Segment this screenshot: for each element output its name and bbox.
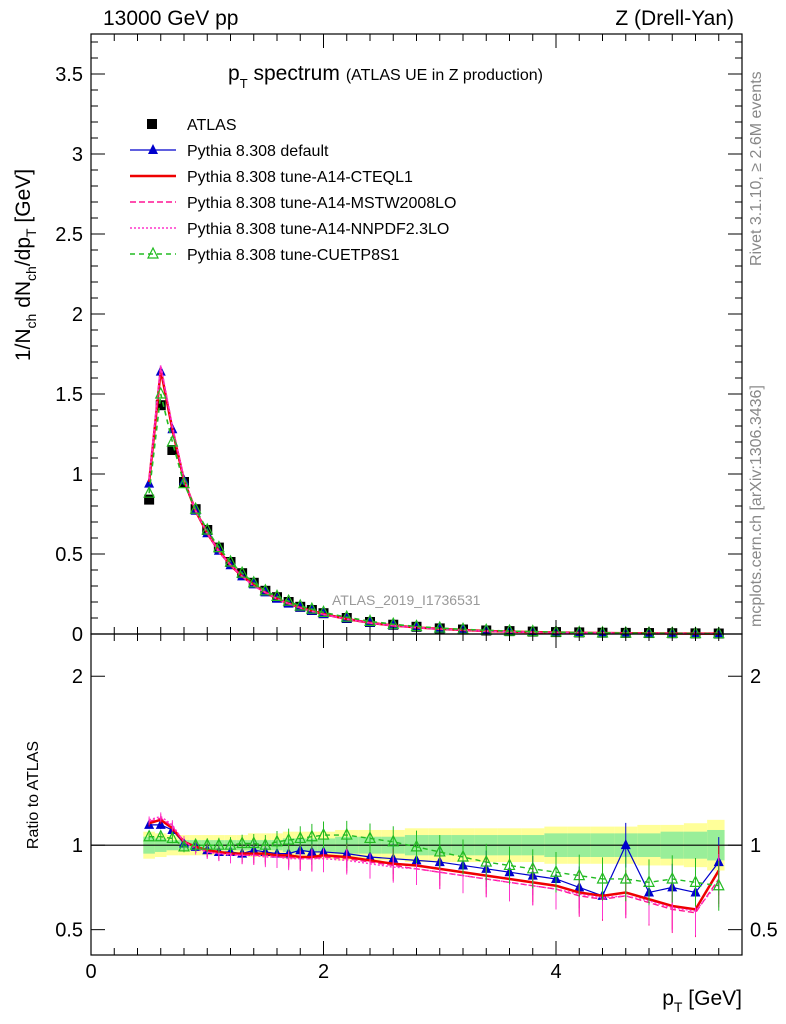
ratio-point [620, 839, 631, 850]
legend-marker [147, 119, 157, 129]
ratio-y-tick-label-right: 1 [750, 835, 761, 857]
data-point [167, 445, 178, 455]
ratio-panel: 0.5 0.5 1 1 2 2 Ratio to ATLAS 0 2 4 pT [GeV] [25, 34, 778, 1015]
ratio-y-axis-label: Ratio to ATLAS [25, 741, 42, 849]
y-tick-label: 1.5 [55, 384, 83, 406]
data-point [340, 609, 353, 622]
ratio-y-tick-label: 2 [72, 666, 83, 688]
ratio-point [596, 871, 609, 884]
ratio-point [643, 875, 655, 887]
y-tick-label: 0 [72, 624, 83, 646]
legend-marker [147, 246, 159, 259]
series-line [148, 365, 719, 635]
ratio-point [340, 827, 353, 840]
ratio-point [526, 861, 539, 874]
data-point [282, 593, 295, 606]
ratio-point [433, 844, 446, 857]
data-point [317, 605, 330, 618]
data-point [271, 589, 283, 602]
data-point [236, 565, 249, 578]
legend-label: ATLAS [187, 117, 237, 134]
ratio-point [666, 871, 679, 884]
ratio-point [155, 818, 166, 829]
legend-label: Pythia 8.308 tune-A14-CTEQL1 [187, 169, 413, 186]
ratio-point [457, 849, 469, 862]
ratio-point [282, 832, 295, 845]
data-point [144, 494, 155, 505]
ratio-point [259, 837, 272, 850]
analysis-watermark: ATLAS_2019_I1736531 [332, 592, 481, 608]
data-point [305, 601, 318, 614]
data-point [259, 583, 272, 596]
ratio-point [573, 868, 586, 881]
data-point [144, 477, 155, 488]
ratio-point [305, 829, 318, 842]
chart-title: pT spectrum (ATLAS UE in Z production) [228, 62, 543, 91]
x-tick-label: 0 [85, 961, 96, 983]
header-process-label: 13000 GeV pp [103, 7, 239, 30]
ratio-y-tick-label-right: 0.5 [750, 920, 778, 942]
ratio-point [224, 837, 237, 850]
ratio-point [247, 836, 260, 849]
x-axis-label: pT [GeV] [662, 987, 742, 1015]
ratio-point [550, 864, 562, 877]
data-point [166, 434, 179, 447]
y-tick-label: 0.5 [55, 544, 83, 566]
data-point [189, 501, 202, 514]
ratio-point [294, 831, 307, 844]
ratio-y-tick-label-right: 2 [750, 666, 761, 688]
ratio-point [317, 827, 330, 840]
ratio-point [410, 839, 423, 852]
ratio-point [236, 836, 249, 849]
ratio-point [212, 837, 225, 850]
data-point [201, 522, 214, 535]
y-axis-label: 1/Nch dNch/dpT [GeV] [12, 169, 39, 361]
ratio-point [143, 829, 156, 842]
ratio-point [166, 831, 179, 844]
legend-label: Pythia 8.308 tune-A14-MSTW2008LO [187, 195, 456, 212]
y-tick-label: 3 [72, 144, 83, 166]
ratio-point [689, 875, 702, 887]
ratio-point [178, 839, 190, 852]
data-point [294, 598, 307, 611]
spectrum-panel: 0 0.5 1 1.5 2 2.5 3 3.5 pT spectrum (ATLAS UE in … [12, 33, 743, 646]
ratio-point [364, 831, 376, 844]
y-tick-label: 3.5 [55, 64, 83, 86]
ratio-point [387, 834, 400, 847]
data-point [178, 476, 190, 489]
ratio-point [619, 871, 632, 884]
legend-label: Pythia 8.308 default [187, 143, 329, 160]
legend-label: Pythia 8.308 tune-A14-NNPDF2.3LO [187, 221, 449, 238]
ratio-point [201, 837, 214, 850]
y-tick-label: 2.5 [55, 224, 83, 246]
x-tick-label: 2 [318, 961, 329, 983]
header-channel-label: Z (Drell-Yan) [615, 7, 734, 30]
bottom-frame [90, 633, 743, 956]
data-point [154, 386, 167, 399]
ratio-point [271, 834, 283, 847]
ratio-point [154, 829, 167, 842]
data-point [364, 614, 376, 626]
y-tick-label: 1 [72, 464, 83, 486]
data-point [212, 540, 225, 553]
data-point [224, 554, 237, 567]
ratio-point [480, 854, 493, 867]
ratio-point [712, 878, 725, 891]
ratio-point [503, 858, 516, 871]
data-point [155, 400, 166, 411]
x-tick-label: 4 [550, 961, 561, 983]
legend-marker [148, 144, 158, 154]
ratio-point [189, 837, 202, 850]
legend: ATLAS Pythia 8.308 default Pythia 8.308 tu… [130, 117, 456, 264]
data-point [247, 575, 260, 588]
series-line [148, 393, 719, 635]
data-point [143, 485, 156, 498]
ratio-y-tick-label: 1 [72, 835, 83, 857]
ratio-y-tick-label: 0.5 [55, 920, 83, 942]
y-tick-label: 2 [72, 304, 83, 326]
legend-label: Pythia 8.308 tune-CUETP8S1 [187, 247, 400, 264]
